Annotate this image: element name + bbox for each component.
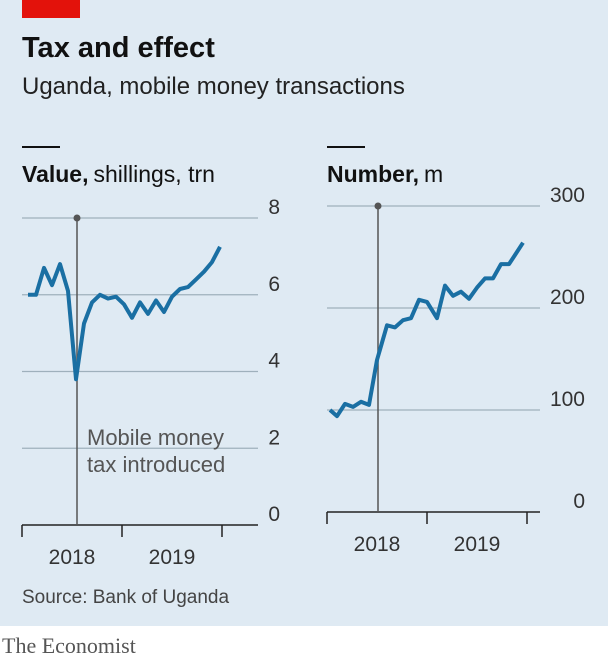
x-tick-label: 2018 bbox=[49, 546, 96, 569]
y-tick-label: 6 bbox=[268, 273, 280, 296]
title-rule bbox=[22, 146, 60, 148]
x-tick-label: 2019 bbox=[454, 533, 501, 556]
title: Tax and effect bbox=[22, 32, 215, 64]
panel-title-name: Value, bbox=[22, 161, 88, 187]
data-line bbox=[328, 241, 525, 419]
annotation-dot bbox=[374, 202, 382, 210]
y-tick-label: 8 bbox=[268, 196, 280, 219]
brand: The Economist bbox=[2, 633, 136, 658]
source: Source: Bank of Uganda bbox=[22, 587, 229, 608]
data-line bbox=[28, 245, 222, 382]
brand-tag bbox=[22, 0, 80, 18]
panel-title: Value, shillings, trn bbox=[22, 161, 215, 187]
panel-title-name: Number, bbox=[327, 161, 419, 187]
panel-title: Number, m bbox=[327, 161, 443, 187]
y-tick-label: 0 bbox=[268, 503, 280, 526]
y-tick-label: 300 bbox=[550, 184, 585, 207]
y-tick-label: 2 bbox=[268, 426, 280, 449]
x-tick-label: 2018 bbox=[354, 533, 401, 556]
y-tick-label: 4 bbox=[268, 350, 280, 373]
title-rule bbox=[327, 146, 365, 148]
annotation-text: tax introduced bbox=[87, 452, 225, 477]
annotation-dot bbox=[73, 214, 81, 222]
x-tick-label: 2019 bbox=[149, 546, 196, 569]
y-tick-label: 0 bbox=[573, 490, 585, 513]
panel-unit: shillings, trn bbox=[93, 161, 214, 187]
panel-unit: m bbox=[424, 161, 443, 187]
y-tick-label: 100 bbox=[550, 388, 585, 411]
background bbox=[0, 0, 608, 626]
subtitle: Uganda, mobile money transactions bbox=[22, 73, 405, 100]
annotation-text: Mobile money bbox=[87, 425, 224, 450]
y-tick-label: 200 bbox=[550, 286, 585, 309]
